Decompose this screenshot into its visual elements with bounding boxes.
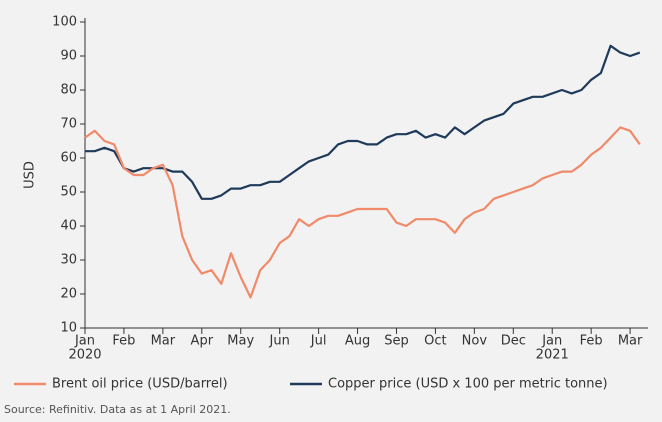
data-line <box>84 126 641 299</box>
x-tick-label: May <box>227 334 254 349</box>
y-tick-label: 80 <box>60 83 77 98</box>
y-tick-label: 100 <box>52 15 77 30</box>
x-tick-label: Jul <box>310 334 327 349</box>
y-tick-label: 40 <box>60 219 77 234</box>
year-label: 2020 <box>68 348 101 363</box>
x-tick-label: Oct <box>424 334 446 349</box>
data-line <box>85 44 641 200</box>
x-tick-label: Dec <box>501 334 526 349</box>
year-label: 2021 <box>536 348 569 363</box>
x-tick-label: Sep <box>384 334 409 349</box>
x-tick-label: Apr <box>191 334 214 349</box>
y-tick-label: 10 <box>60 321 77 336</box>
x-tick-label: Aug <box>345 334 370 349</box>
x-tick-label: Mar <box>618 334 643 349</box>
y-tick-label: 70 <box>60 117 77 132</box>
x-tick-label: Jun <box>269 334 290 349</box>
y-axis-label: USD <box>23 161 38 189</box>
y-tick-label: 50 <box>60 185 77 200</box>
x-tick-label: Feb <box>580 334 603 349</box>
legend-label: Copper price (USD x 100 per metric tonne… <box>328 377 608 392</box>
y-tick-label: 30 <box>60 253 77 268</box>
x-tick-label: Feb <box>112 334 135 349</box>
x-tick-label: Jan <box>541 334 562 349</box>
x-tick-label: Jan <box>74 334 95 349</box>
y-tick-label: 60 <box>60 151 77 166</box>
x-tick-label: Nov <box>462 334 488 349</box>
legend-label: Brent oil price (USD/barrel) <box>52 377 228 392</box>
y-tick-label: 90 <box>60 49 77 64</box>
x-tick-label: Mar <box>151 334 176 349</box>
source-note: Source: Refinitiv. Data as at 1 April 20… <box>4 403 231 416</box>
y-tick-label: 20 <box>60 287 77 302</box>
